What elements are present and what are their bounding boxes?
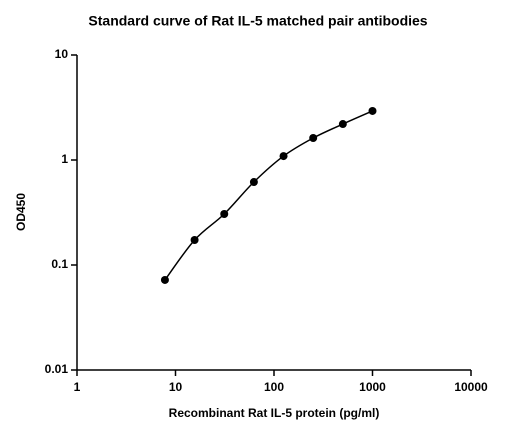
data-point [279, 152, 288, 161]
y-axis-label: OD450 [14, 193, 28, 231]
y-tick-label: 0.01 [45, 362, 69, 376]
data-point [220, 209, 229, 218]
y-tick-label: 0.1 [51, 257, 68, 271]
fit-curve [164, 110, 373, 281]
data-point [309, 134, 318, 143]
x-tick-label: 1 [74, 380, 81, 394]
y-tick-label: 1 [61, 152, 68, 166]
y-tick-label: 10 [55, 47, 69, 61]
data-point [249, 178, 258, 187]
x-tick-label: 1000 [359, 380, 386, 394]
data-point [368, 106, 377, 115]
x-tick-label: 10 [169, 380, 183, 394]
x-axis-label: Recombinant Rat IL-5 protein (pg/ml) [169, 406, 380, 420]
x-tick-label: 10000 [454, 380, 488, 394]
x-tick-label: 100 [264, 380, 284, 394]
chart-title: Standard curve of Rat IL-5 matched pair … [88, 13, 427, 29]
data-point [160, 275, 169, 284]
data-point [338, 120, 347, 129]
data-point [190, 236, 199, 245]
